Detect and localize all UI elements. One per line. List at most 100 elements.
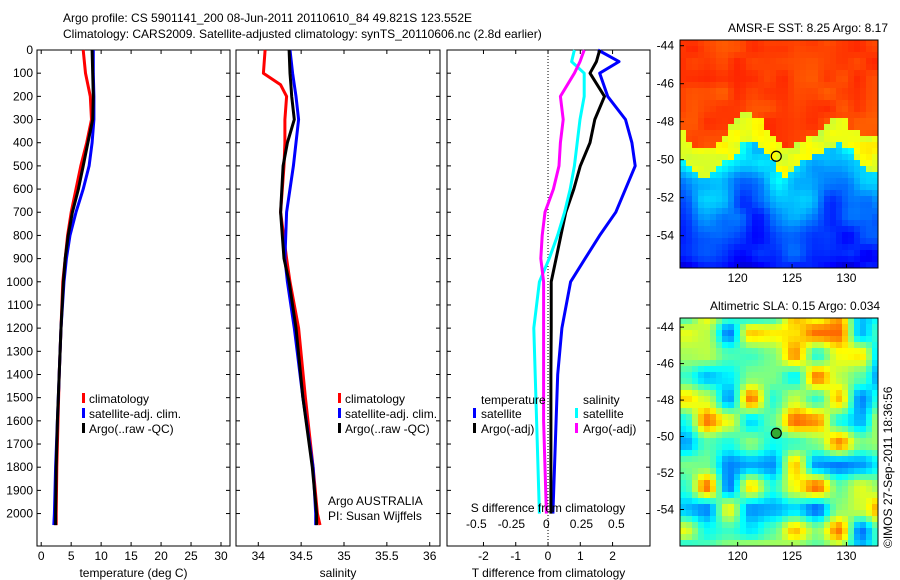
- map-cell: [770, 124, 776, 130]
- map-cell: [692, 360, 698, 366]
- map-cell: [782, 474, 788, 480]
- map-cell: [692, 390, 698, 396]
- map-cell: [866, 528, 872, 534]
- map-cell: [734, 384, 740, 390]
- map-cell: [722, 522, 728, 528]
- map-cell: [830, 348, 836, 354]
- map-cell: [800, 154, 806, 160]
- map-cell: [746, 124, 752, 130]
- map-cell: [872, 130, 878, 136]
- map-cell: [710, 510, 716, 516]
- map-cell: [812, 40, 818, 46]
- map-cell: [722, 516, 728, 522]
- map-cell: [746, 76, 752, 82]
- map-cell: [830, 196, 836, 202]
- map-cell: [728, 142, 734, 148]
- map-cell: [836, 202, 842, 208]
- map-cell: [698, 262, 704, 268]
- map-cell: [854, 40, 860, 46]
- x-tick-label: 10: [94, 549, 108, 563]
- map-cell: [698, 372, 704, 378]
- map-cell: [686, 118, 692, 124]
- map-cell: [728, 232, 734, 238]
- map-cell: [872, 528, 878, 534]
- map-cell: [794, 190, 800, 196]
- map-cell: [746, 244, 752, 250]
- map-cell: [836, 336, 842, 342]
- map-cell: [698, 148, 704, 154]
- map-cell: [824, 232, 830, 238]
- map-cell: [740, 202, 746, 208]
- map-cell: [758, 100, 764, 106]
- map-cell: [776, 318, 782, 324]
- map-cell: [758, 516, 764, 522]
- map-cell: [866, 250, 872, 256]
- map-cell: [788, 142, 794, 148]
- map-cell: [818, 52, 824, 58]
- map-cell: [680, 76, 686, 82]
- map-cell: [860, 130, 866, 136]
- map-cell: [812, 112, 818, 118]
- map-cell: [776, 534, 782, 540]
- map-cell: [842, 324, 848, 330]
- map-cell: [824, 318, 830, 324]
- map-cell: [740, 106, 746, 112]
- map-cell: [872, 196, 878, 202]
- map-cell: [788, 372, 794, 378]
- map-cell: [698, 342, 704, 348]
- map-cell: [788, 220, 794, 226]
- map-cell: [788, 444, 794, 450]
- map-cell: [848, 318, 854, 324]
- map-cell: [728, 330, 734, 336]
- map-cell: [812, 492, 818, 498]
- map-cell: [740, 46, 746, 52]
- map-cell: [746, 528, 752, 534]
- legend-label: satellite: [481, 407, 522, 421]
- map-cell: [764, 366, 770, 372]
- map-cell: [788, 226, 794, 232]
- map-cell: [794, 250, 800, 256]
- map-cell: [770, 214, 776, 220]
- map-cell: [734, 366, 740, 372]
- map-cell: [776, 384, 782, 390]
- map-cell: [770, 118, 776, 124]
- map-cell: [692, 450, 698, 456]
- map-cell: [800, 136, 806, 142]
- map-cell: [788, 70, 794, 76]
- map-cell: [716, 82, 722, 88]
- map-cell: [872, 384, 878, 390]
- map-cell: [776, 178, 782, 184]
- map-cell: [824, 136, 830, 142]
- map-cell: [782, 396, 788, 402]
- map-cell: [728, 324, 734, 330]
- map-cell: [824, 94, 830, 100]
- map-cell: [830, 64, 836, 70]
- map-cell: [854, 208, 860, 214]
- map-cell: [764, 444, 770, 450]
- map-cell: [728, 154, 734, 160]
- map-cell: [698, 522, 704, 528]
- map-cell: [860, 342, 866, 348]
- map-cell: [806, 426, 812, 432]
- map-cell: [800, 330, 806, 336]
- map-y-tick-label: -46: [657, 357, 675, 371]
- map-cell: [830, 318, 836, 324]
- map-cell: [806, 456, 812, 462]
- map-cell: [854, 480, 860, 486]
- map-cell: [788, 432, 794, 438]
- map-cell: [794, 88, 800, 94]
- map-cell: [686, 366, 692, 372]
- map-cell: [866, 148, 872, 154]
- map-cell: [866, 226, 872, 232]
- map-cell: [770, 474, 776, 480]
- map-cell: [776, 166, 782, 172]
- map-cell: [704, 250, 710, 256]
- map-cell: [680, 480, 686, 486]
- map-cell: [812, 196, 818, 202]
- map-cell: [746, 462, 752, 468]
- map-cell: [836, 94, 842, 100]
- map-cell: [854, 94, 860, 100]
- map-cell: [854, 142, 860, 148]
- map-cell: [872, 336, 878, 342]
- map-cell: [866, 444, 872, 450]
